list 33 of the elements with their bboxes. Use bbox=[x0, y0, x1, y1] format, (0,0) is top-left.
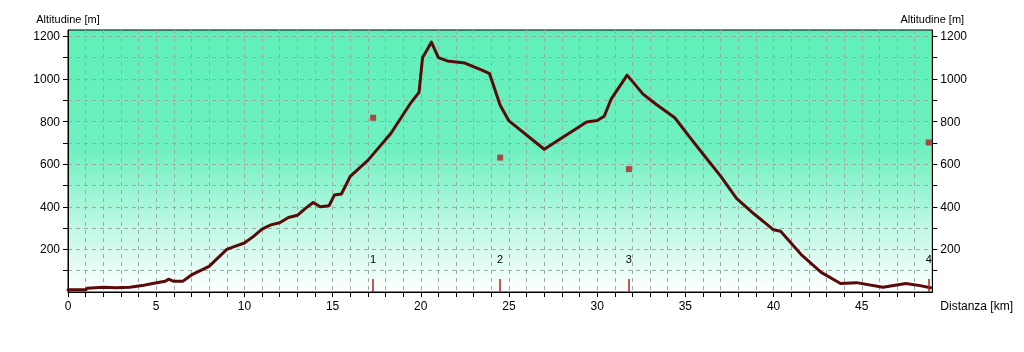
x-tick-label: 30 bbox=[590, 299, 605, 313]
annotation: 1 bbox=[370, 253, 377, 266]
y-tick-label: 1000 bbox=[33, 71, 61, 86]
y-tick-label: 400 bbox=[39, 199, 61, 214]
y2-tick-label: 400 bbox=[940, 199, 961, 214]
y2-tick-label: 1000 bbox=[940, 71, 968, 86]
x-tick-label: 35 bbox=[678, 299, 693, 313]
y-tick-label: 200 bbox=[39, 242, 61, 257]
annotation: 2 bbox=[497, 253, 504, 266]
point bbox=[497, 154, 504, 161]
x-tick-label: 45 bbox=[855, 299, 869, 313]
y-tick-label: 800 bbox=[39, 114, 61, 129]
y2-tick-label: 1200 bbox=[940, 29, 968, 44]
point bbox=[625, 166, 632, 173]
x-tick-label: 25 bbox=[502, 299, 516, 313]
y2-tick-label: 800 bbox=[940, 114, 961, 129]
y-tick-label: 600 bbox=[39, 157, 61, 172]
x-tick-label: 0 bbox=[64, 299, 72, 313]
x-tick-label: 20 bbox=[414, 299, 428, 313]
x-tick-label: 40 bbox=[766, 299, 781, 313]
x-tick-label: 10 bbox=[237, 299, 252, 313]
x-axis-title: Distanza [km] bbox=[940, 299, 1013, 313]
point bbox=[925, 139, 932, 146]
y-axis-title: Altitudine [m] bbox=[36, 12, 100, 25]
y-tick-label: 1200 bbox=[33, 29, 61, 44]
annotation: 4 bbox=[925, 253, 932, 266]
point bbox=[370, 114, 377, 121]
x-tick-label: 15 bbox=[325, 299, 340, 313]
y2-axis-title: Altitudine [m] bbox=[900, 12, 965, 25]
x-tick-label: 5 bbox=[152, 299, 160, 313]
annotation: 3 bbox=[625, 253, 632, 266]
y2-tick-label: 600 bbox=[940, 157, 961, 172]
y2-tick-label: 200 bbox=[940, 242, 961, 257]
